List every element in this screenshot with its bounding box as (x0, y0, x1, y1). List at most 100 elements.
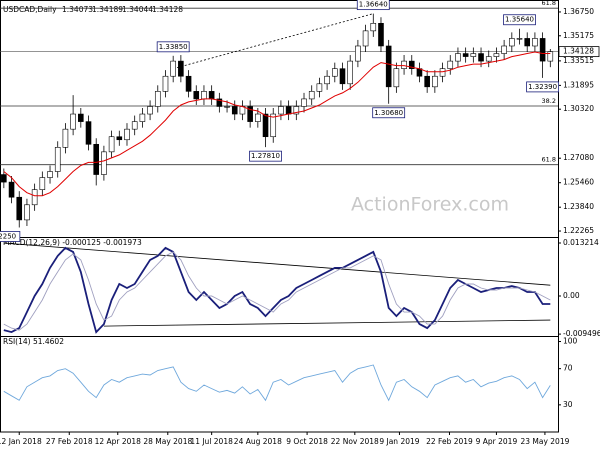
annotation-label: 1.32390 (528, 83, 557, 91)
y-tick-label: 0.00 (563, 291, 580, 300)
annotation-label: 1.35640 (505, 16, 534, 24)
y-tick-label: 1.30320 (563, 104, 594, 113)
candle-body (393, 68, 400, 88)
candle-body (447, 60, 454, 69)
chart-header-symbol: USDCAD,Daily (3, 5, 57, 14)
candle-body (539, 38, 546, 62)
y-tick-label: 1.22265 (563, 226, 594, 235)
candle-body (293, 106, 300, 115)
candle-body (224, 106, 230, 108)
candle-body (524, 38, 531, 47)
candle-body (1, 174, 7, 183)
candle-body (85, 121, 92, 145)
candle-body (262, 113, 269, 138)
y-tick-label: 1.35175 (563, 31, 594, 40)
candle-body (139, 113, 146, 122)
candle-body (316, 83, 323, 92)
candle-body (285, 106, 292, 115)
candle-body (8, 181, 15, 198)
annotation-label: 1.30680 (374, 109, 403, 117)
candle-body (509, 38, 515, 47)
level-label: 61.8 (542, 156, 556, 164)
candle-body (370, 22, 377, 32)
candle-body (301, 98, 307, 107)
header-value: 1.34044 (122, 5, 153, 14)
candle-body (339, 68, 346, 85)
current-price-label: 1.34128 (563, 47, 594, 56)
candle-body (78, 113, 84, 122)
annotation-label: 1.33850 (159, 43, 188, 51)
candle-body (162, 75, 169, 92)
x-tick-label: 24 Aug 2018 (234, 437, 282, 446)
candle-body (385, 45, 392, 88)
y-tick-label: 0.013214 (563, 238, 599, 247)
candle-body (324, 75, 330, 85)
candle-body (432, 75, 438, 88)
annotation-box (503, 14, 536, 26)
annotation-label: 1.36640 (359, 1, 388, 9)
macd-line (3, 246, 551, 334)
candle-body (455, 53, 461, 62)
header-value: 1.34189 (92, 5, 123, 14)
candle-body (401, 60, 407, 69)
macd-trend-line (103, 319, 551, 327)
moving-average (3, 51, 551, 197)
candle-body (462, 53, 469, 57)
plot-frame (0, 0, 559, 433)
current-price-box (558, 46, 600, 58)
candle-body (439, 68, 446, 77)
x-tick-label: 23 May 2019 (520, 437, 569, 446)
candle-body (501, 45, 507, 54)
rsi-title: RSI(14) 51.4602 (3, 337, 64, 346)
candle-body (54, 147, 61, 172)
candle-body (39, 177, 46, 190)
x-tick-label: 11 Jul 2018 (190, 437, 233, 446)
header-value: 1.34128 (152, 5, 183, 14)
candle-body (308, 91, 315, 100)
trend-line (173, 13, 374, 70)
candle-body (493, 53, 500, 57)
candle-body (131, 121, 138, 130)
candle-body (178, 60, 184, 77)
y-tick-label: 1.33515 (563, 56, 594, 65)
candle-body (93, 143, 100, 175)
x-tick-label: 9 Jan 2019 (379, 437, 419, 446)
x-tick-label: 22 Feb 2019 (426, 437, 473, 446)
candle-body (231, 106, 238, 115)
candle-body (108, 136, 115, 153)
macd-trend-line (3, 242, 551, 286)
candle-body (147, 106, 153, 115)
candle-body (424, 75, 430, 88)
header-value: 1.34073 (62, 5, 93, 14)
candle-body (185, 75, 192, 92)
annotation-box (249, 150, 282, 162)
candle-body (408, 60, 415, 69)
candle-body (485, 56, 492, 62)
x-tick-label: 12 Jan 2018 (0, 437, 42, 446)
candle-body (255, 113, 261, 122)
candle-body (532, 38, 538, 47)
macd-title: MACD(12,26,9) -0.000125 -0.001973 (3, 238, 142, 247)
annotation-box (372, 107, 406, 119)
candle-body (47, 171, 53, 178)
annotation-box (356, 0, 390, 11)
y-tick-label: 30 (563, 400, 573, 409)
candle-body (362, 30, 369, 47)
rsi-line (3, 364, 551, 402)
candle-body (378, 22, 384, 47)
candle-body (270, 113, 277, 138)
candle-body (331, 68, 338, 77)
x-tick-label: 28 May 2018 (143, 437, 192, 446)
y-tick-label: 1.31895 (563, 80, 594, 89)
level-label: 61.8 (542, 0, 556, 7)
candle-body (478, 53, 484, 62)
candle-body (101, 151, 107, 175)
annotation-label: 1.27810 (251, 152, 280, 160)
candle-body (347, 60, 353, 85)
y-tick-label: 1.36750 (563, 7, 594, 16)
x-tick-label: 9 Apr 2019 (476, 437, 518, 446)
candle-body (193, 91, 200, 100)
candle-body (470, 53, 477, 57)
candle-body (16, 196, 23, 221)
